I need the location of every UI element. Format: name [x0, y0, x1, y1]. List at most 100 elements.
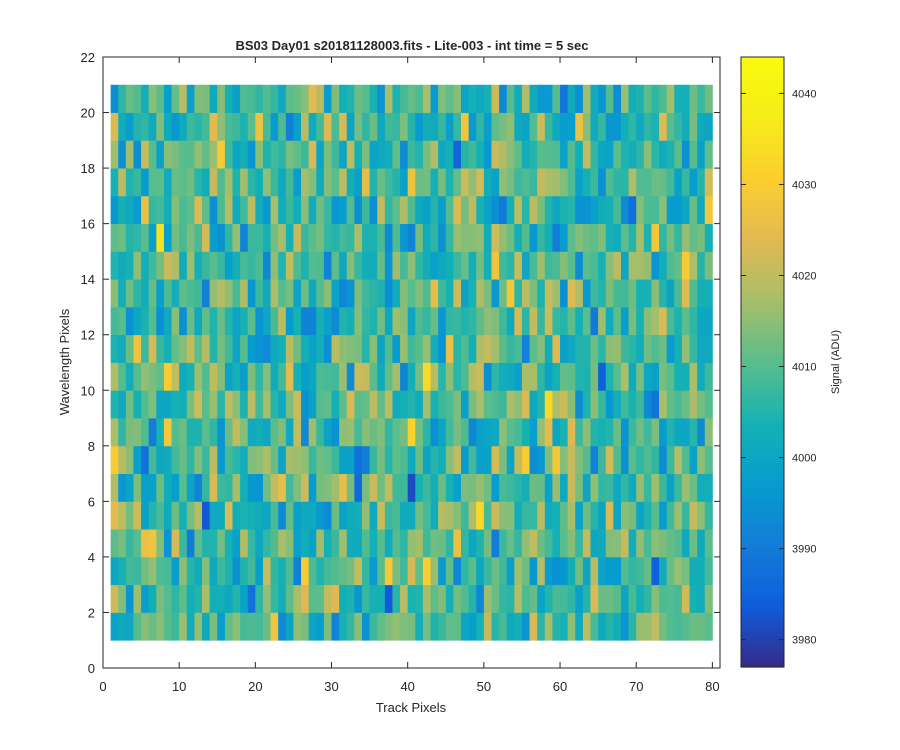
heatmap-cell: [697, 168, 706, 197]
heatmap-cell: [491, 112, 500, 141]
heatmap-cell: [384, 223, 393, 252]
heatmap-cell: [278, 501, 287, 530]
heatmap-cell: [209, 529, 218, 558]
heatmap-cell: [704, 390, 713, 419]
heatmap-cell: [217, 362, 226, 391]
heatmap-cell: [407, 445, 416, 474]
heatmap-cell: [651, 445, 660, 474]
heatmap-cell: [255, 529, 264, 558]
heatmap-cell: [461, 223, 470, 252]
heatmap-cell: [659, 251, 668, 280]
heatmap-cell: [438, 168, 447, 197]
heatmap-cell: [194, 556, 203, 586]
heatmap-cell: [346, 362, 355, 391]
heatmap-cell: [118, 251, 127, 280]
heatmap-cell: [529, 556, 538, 586]
heatmap-cell: [346, 390, 355, 419]
heatmap-cell: [301, 529, 310, 558]
heatmap-cell: [598, 168, 607, 197]
heatmap-cell: [659, 584, 668, 613]
heatmap-cell: [110, 473, 119, 502]
y-tick-label: 12: [81, 328, 95, 343]
heatmap-cell: [651, 112, 660, 141]
heatmap-cell: [438, 279, 447, 308]
heatmap-cell: [529, 279, 538, 308]
heatmap-cell: [575, 612, 584, 641]
heatmap-cell: [255, 445, 264, 474]
heatmap-cell: [163, 390, 172, 419]
heatmap-cell: [354, 501, 363, 530]
heatmap-cell: [232, 418, 241, 447]
heatmap-cell: [560, 390, 569, 419]
heatmap-cell: [301, 195, 310, 225]
colorbar-band: [741, 661, 784, 668]
heatmap-cell: [301, 473, 310, 502]
heatmap-cell: [461, 195, 470, 225]
heatmap-cell: [453, 473, 462, 502]
heatmap-cell: [293, 306, 302, 336]
heatmap-cell: [529, 195, 538, 225]
heatmap-cell: [308, 390, 317, 419]
heatmap-cell: [179, 362, 188, 391]
colorbar-band: [741, 590, 784, 597]
heatmap-cell: [552, 556, 561, 586]
heatmap-cell: [400, 195, 409, 225]
heatmap-cell: [194, 112, 203, 141]
heatmap-cell: [598, 195, 607, 225]
heatmap-cell: [392, 112, 401, 141]
heatmap-cell: [301, 501, 310, 530]
heatmap-cell: [339, 334, 348, 363]
heatmap-cell: [620, 168, 629, 197]
colorbar-band: [741, 570, 784, 577]
heatmap-cell: [407, 195, 416, 225]
heatmap-cell: [704, 445, 713, 474]
heatmap-cell: [270, 140, 279, 169]
heatmap-cell: [377, 140, 386, 169]
heatmap-cell: [506, 612, 515, 641]
heatmap-cell: [202, 473, 211, 502]
heatmap-cell: [163, 251, 172, 280]
colorbar-band: [741, 163, 784, 170]
heatmap-cell: [278, 306, 287, 336]
heatmap-cell: [255, 362, 264, 391]
heatmap-cell: [156, 112, 165, 141]
heatmap-cell: [384, 279, 393, 308]
heatmap-cell: [240, 168, 249, 197]
heatmap-cell: [217, 390, 226, 419]
heatmap-cell: [628, 251, 637, 280]
heatmap-cell: [285, 195, 294, 225]
heatmap-cell: [179, 251, 188, 280]
heatmap-cell: [148, 584, 157, 613]
heatmap-cell: [163, 223, 172, 252]
heatmap-cell: [590, 251, 599, 280]
heatmap-cell: [110, 223, 119, 252]
colorbar-band: [741, 301, 784, 307]
heatmap-cell: [514, 251, 523, 280]
heatmap-cell: [506, 529, 515, 558]
heatmap-cell: [224, 501, 233, 530]
heatmap-cell: [186, 529, 195, 558]
heatmap-cell: [118, 529, 127, 558]
heatmap-cell: [285, 584, 294, 613]
heatmap-cell: [141, 251, 150, 280]
heatmap-cell: [468, 390, 477, 419]
heatmap-cell: [262, 168, 271, 197]
heatmap-cell: [308, 418, 317, 447]
heatmap-cell: [224, 251, 233, 280]
heatmap-cell: [247, 334, 256, 363]
heatmap-cell: [483, 362, 492, 391]
heatmap-cell: [636, 306, 645, 336]
heatmap-cell: [537, 84, 546, 113]
heatmap-cell: [293, 556, 302, 586]
heatmap-cell: [339, 445, 348, 474]
heatmap-cell: [392, 279, 401, 308]
heatmap-cell: [346, 473, 355, 502]
heatmap-cell: [247, 584, 256, 613]
heatmap-cell: [186, 223, 195, 252]
heatmap-cell: [491, 334, 500, 363]
colorbar-band: [741, 260, 784, 267]
heatmap-cell: [133, 195, 142, 225]
heatmap-cell: [262, 445, 271, 474]
heatmap-cell: [224, 529, 233, 558]
